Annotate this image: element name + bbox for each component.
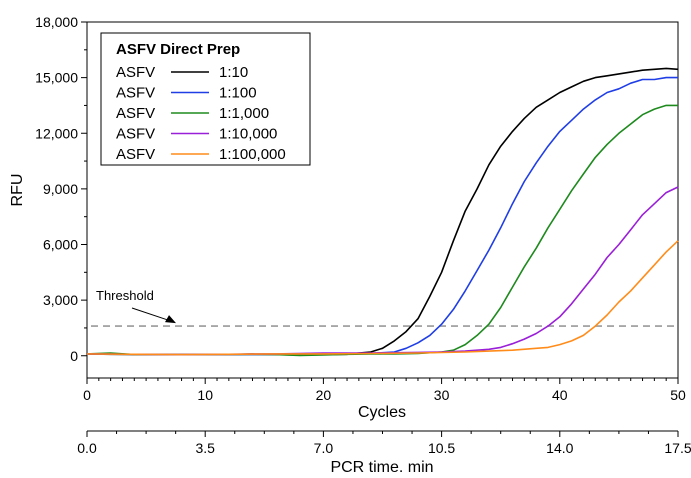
y-tick-label: 18,000 <box>35 14 78 30</box>
pcr-time-axis: 0.0 3.5 7.0 10.5 14.0 17.5 <box>77 430 691 456</box>
legend-entry: 1:100 <box>219 85 257 102</box>
pcr-time-tick-label: 10.5 <box>428 440 455 456</box>
legend-title: ASFV Direct Prep <box>116 41 240 58</box>
y-tick-label: 12,000 <box>35 125 78 141</box>
x-tick-label: 20 <box>316 387 332 403</box>
legend-prefix: ASFV <box>116 126 155 143</box>
x-axis-title: Cycles <box>358 404 406 421</box>
x-tick-label: 50 <box>670 387 686 403</box>
x-tick-label: 0 <box>83 387 91 403</box>
x-tick-label: 30 <box>434 387 450 403</box>
series-group <box>86 67 679 357</box>
y-tick-label: 0 <box>70 348 78 364</box>
pcr-time-tick-label: 0.0 <box>77 440 97 456</box>
x-tick-label: 40 <box>552 387 568 403</box>
y-tick-label: 6,000 <box>43 237 78 253</box>
x-axis: 0 10 20 30 40 50 <box>83 378 686 403</box>
legend-box <box>100 32 311 166</box>
pcr-time-tick-label: 3.5 <box>195 440 215 456</box>
threshold-label: Threshold <box>96 288 154 303</box>
pcr-time-tick-label: 17.5 <box>664 440 691 456</box>
pcr-time-tick-label: 14.0 <box>546 440 573 456</box>
threshold-arrow-shaft <box>131 307 169 321</box>
threshold-arrow-head <box>165 315 176 324</box>
series-line-4 <box>86 186 679 356</box>
y-axis-title: RFU <box>9 174 26 207</box>
legend-entry: 1:1,000 <box>219 105 269 122</box>
legend-prefix: ASFV <box>116 146 155 163</box>
pcr-time-tick-label: 7.0 <box>314 440 334 456</box>
y-tick-label: 15,000 <box>35 70 78 86</box>
pcr-time-axis-title: PCR time. min <box>330 459 433 476</box>
legend: ASFV Direct Prep ASFV 1:10 ASFV 1:100 ASFV 1:1… <box>100 32 311 166</box>
legend-entry: 1:10 <box>219 64 248 81</box>
legend-entry: 1:10,000 <box>219 126 277 143</box>
x-tick-label: 10 <box>197 387 213 403</box>
legend-prefix: ASFV <box>116 105 155 122</box>
y-tick-label: 3,000 <box>43 292 78 308</box>
y-axis: 0 3,000 6,000 9,000 12,000 15,000 18,000 <box>35 14 87 364</box>
legend-entry: 1:100,000 <box>219 146 286 163</box>
legend-prefix: ASFV <box>116 64 155 81</box>
series-line-5 <box>86 240 679 356</box>
threshold-group: Threshold <box>91 288 674 327</box>
y-tick-label: 9,000 <box>43 181 78 197</box>
legend-prefix: ASFV <box>116 85 155 102</box>
